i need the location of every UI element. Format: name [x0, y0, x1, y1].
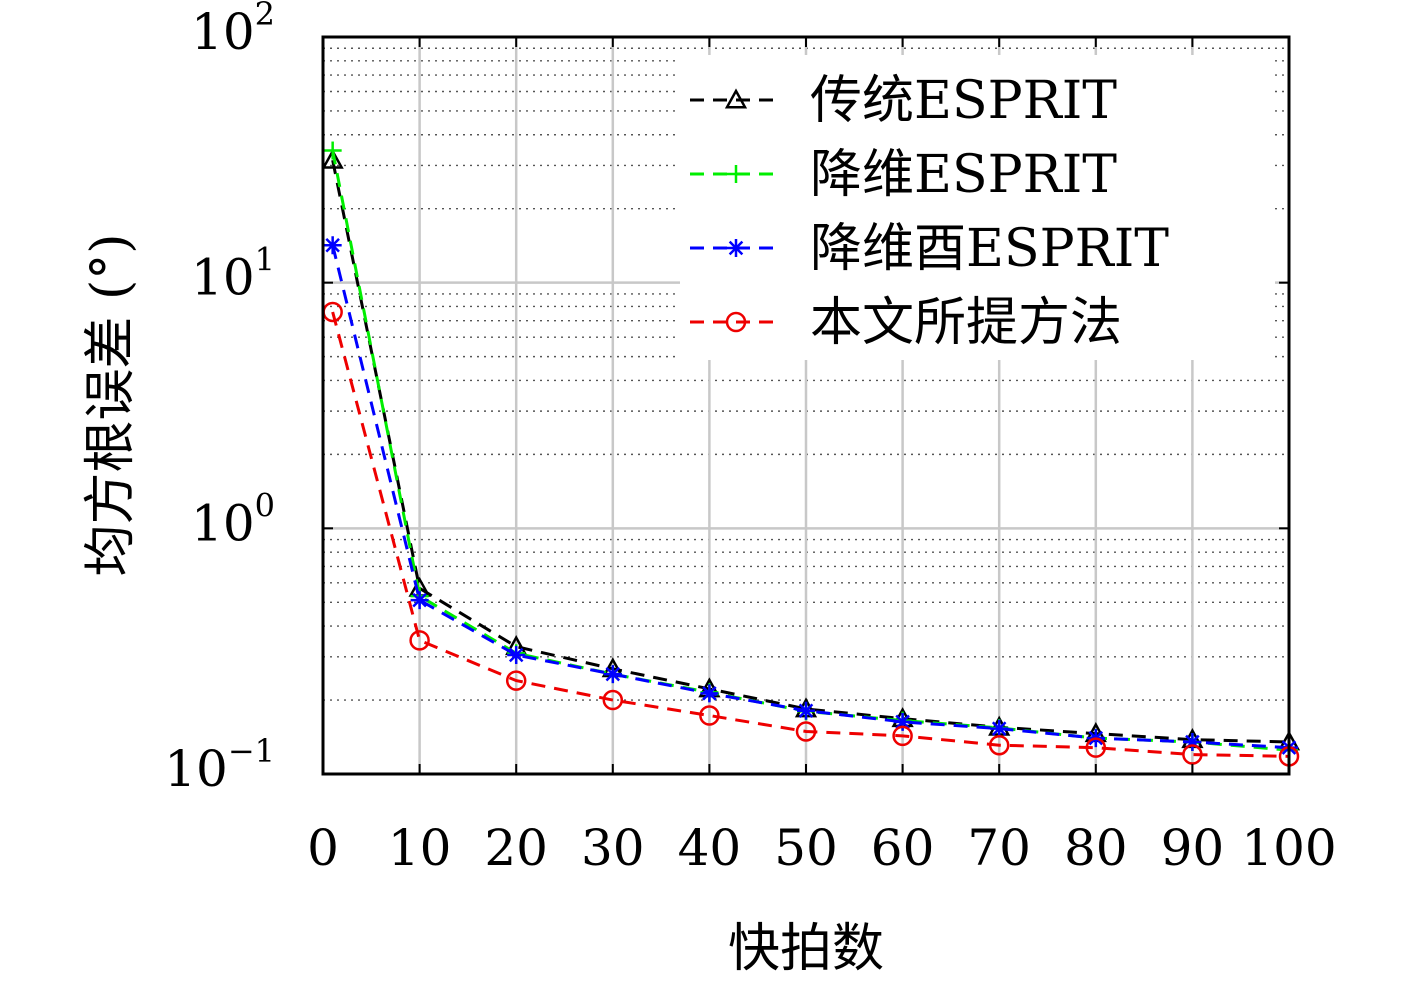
legend-label: 降维ESPRIT [810, 145, 1117, 205]
y-tick-base: 10 [191, 494, 255, 552]
marker-stroke [895, 714, 910, 730]
marker-stroke [325, 238, 340, 253]
y-tick-base: 10 [191, 3, 255, 61]
y-tick-exponent: −1 [228, 732, 275, 770]
y-axis-title: 均方根误差 (°) [81, 233, 141, 576]
data-point-marker [988, 734, 1010, 756]
data-point-marker [505, 670, 527, 691]
x-tick-labels: 0 10 20 30 40 50 60 70 80 90 100 [307, 819, 1337, 877]
data-point-marker [409, 630, 430, 651]
legend-box [680, 55, 1275, 360]
legend-item: 降维ESPRIT [690, 145, 1117, 205]
x-tick-label: 0 [307, 819, 339, 877]
data-point-marker [1182, 744, 1203, 765]
y-tick-exponent: 1 [255, 241, 275, 279]
data-point-marker [797, 701, 815, 720]
data-point-marker [1085, 737, 1107, 758]
x-tick-label: 40 [678, 819, 742, 877]
y-tick-exponent: 2 [255, 0, 275, 33]
data-point-marker [323, 236, 342, 255]
x-tick-label: 20 [484, 819, 548, 877]
legend-item: 传统ESPRIT [690, 71, 1117, 131]
marker-stroke [605, 666, 621, 682]
data-point-marker [892, 725, 913, 747]
data-point-marker [725, 311, 747, 333]
data-point-marker [795, 721, 817, 742]
legend-item: 本文所提方法 [690, 293, 1122, 353]
data-point-marker [700, 684, 719, 703]
x-tick-label: 70 [967, 819, 1031, 877]
y-tick-label: 101 [191, 241, 275, 307]
legend: 传统ESPRIT 降维ESPRIT 降维酉ESPRIT 本文所提方法 [680, 55, 1275, 360]
series-line [331, 159, 1290, 744]
legend-label: 本文所提方法 [810, 293, 1122, 353]
data-point-marker [603, 665, 622, 684]
y-tick-label: 100 [191, 486, 275, 552]
data-point-marker [323, 141, 342, 160]
data-point-marker [727, 239, 745, 257]
series-4 [322, 301, 1300, 767]
series-line [331, 311, 1290, 758]
legend-item: 降维酉ESPRIT [690, 219, 1169, 279]
marker-stroke [798, 703, 814, 718]
marker-stroke [412, 592, 427, 608]
x-tick-label: 80 [1064, 819, 1128, 877]
data-point-marker [699, 705, 720, 726]
marker-stroke [508, 647, 524, 663]
data-point-marker [321, 148, 344, 169]
marker-stroke [728, 240, 744, 256]
x-tick-label: 30 [581, 819, 645, 877]
x-tick-label: 60 [871, 819, 935, 877]
y-tick-label: 10−1 [164, 732, 275, 798]
data-point-marker [507, 646, 526, 665]
data-point-marker [410, 591, 429, 610]
marker-stroke [991, 721, 1007, 736]
legend-label: 降维酉ESPRIT [810, 219, 1169, 279]
y-tick-base: 10 [164, 740, 228, 798]
y-tick-base: 10 [191, 249, 255, 307]
x-tick-label: 10 [388, 819, 452, 877]
x-axis-title: 快拍数 [728, 919, 884, 979]
x-tick-label: 90 [1161, 819, 1225, 877]
y-tick-exponent: 0 [255, 486, 275, 524]
legend-label: 传统ESPRIT [810, 71, 1117, 131]
data-point-marker [602, 689, 624, 711]
marker-stroke [702, 686, 717, 701]
data-point-marker [893, 712, 912, 731]
data-point-marker [727, 165, 745, 183]
x-tick-label: 100 [1241, 819, 1336, 877]
x-tick-label: 50 [774, 819, 838, 877]
data-point-marker [990, 719, 1009, 738]
y-tick-label: 102 [191, 0, 275, 61]
axis-ticks [322, 36, 1290, 775]
data-point-marker [724, 88, 748, 109]
